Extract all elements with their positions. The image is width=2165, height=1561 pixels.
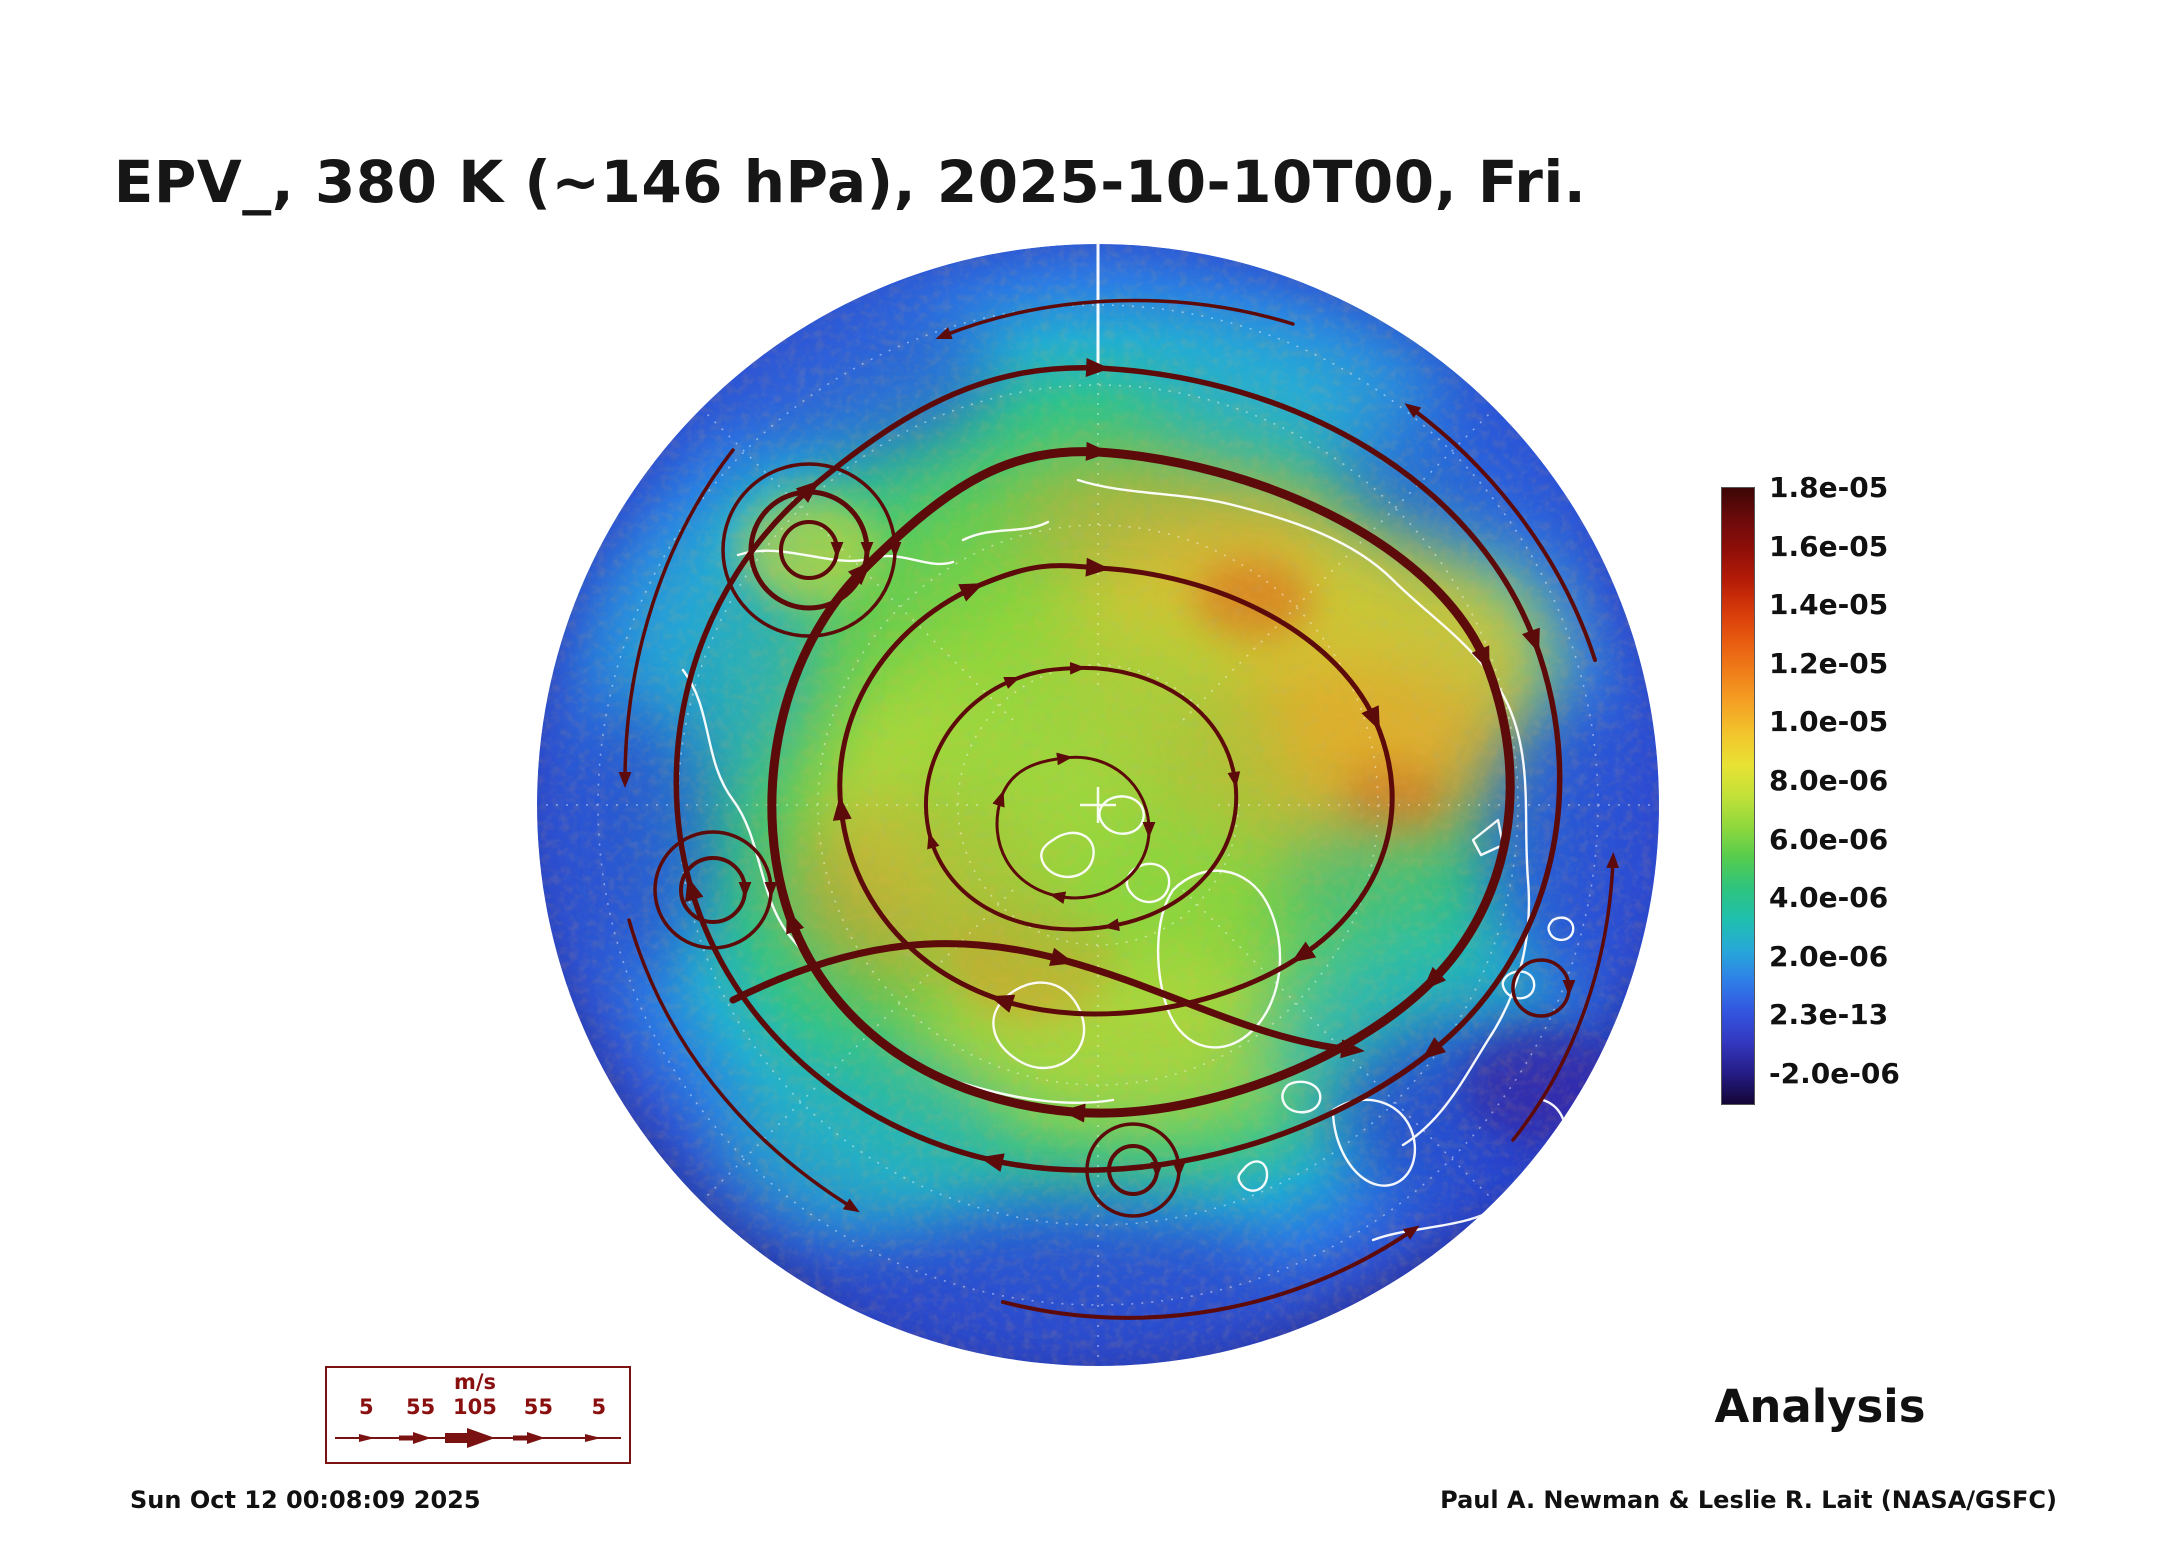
- wind-streamlines: [618, 298, 1620, 1320]
- colorbar-tick-label: 8.0e-06: [1769, 763, 1889, 797]
- colorbar-gradient: [1721, 487, 1755, 1105]
- generation-timestamp: Sun Oct 12 00:08:09 2025: [130, 1486, 481, 1514]
- colorbar-tick-label: 1.2e-05: [1769, 646, 1889, 680]
- colorbar-labels: 1.8e-05 1.6e-05 1.4e-05 1.2e-05 1.0e-05 …: [1769, 473, 2049, 1089]
- wind-speed-legend: m/s 5 55 105 55 5: [325, 1366, 631, 1464]
- colorbar: 1.8e-05 1.6e-05 1.4e-05 1.2e-05 1.0e-05 …: [1721, 473, 2061, 1105]
- wind-speed-value: 5: [358, 1395, 374, 1419]
- polar-stereographic-map: [533, 240, 1663, 1370]
- colorbar-tick-label: 6.0e-06: [1769, 822, 1889, 856]
- analysis-label: Analysis: [1714, 1380, 1926, 1433]
- wind-arrow-scale-graphic: [335, 1428, 621, 1448]
- wind-speed-value: 55: [523, 1395, 554, 1419]
- wind-units-label: m/s: [453, 1370, 496, 1394]
- wind-speed-value: 55: [405, 1395, 436, 1419]
- colorbar-tick-label: 2.3e-13: [1769, 998, 1889, 1032]
- colorbar-tick-label: 1.0e-05: [1769, 705, 1889, 739]
- colorbar-tick-label: 1.8e-05: [1769, 471, 1889, 504]
- colorbar-tick-label: 1.6e-05: [1769, 529, 1889, 563]
- colorbar-tick-label: 2.0e-06: [1769, 939, 1889, 973]
- page-title: EPV_, 380 K (~146 hPa), 2025-10-10T00, F…: [113, 148, 1587, 216]
- colorbar-tick-label: -2.0e-06: [1769, 1056, 1900, 1090]
- colorbar-tick-label: 1.4e-05: [1769, 588, 1889, 622]
- colorbar-tick-label: 4.0e-06: [1769, 881, 1889, 915]
- credit-line: Paul A. Newman & Leslie R. Lait (NASA/GS…: [1440, 1486, 2057, 1514]
- wind-speed-value: 105: [453, 1395, 497, 1419]
- wind-speed-value: 5: [591, 1395, 607, 1419]
- epv-globe-graphic: [537, 244, 1659, 1366]
